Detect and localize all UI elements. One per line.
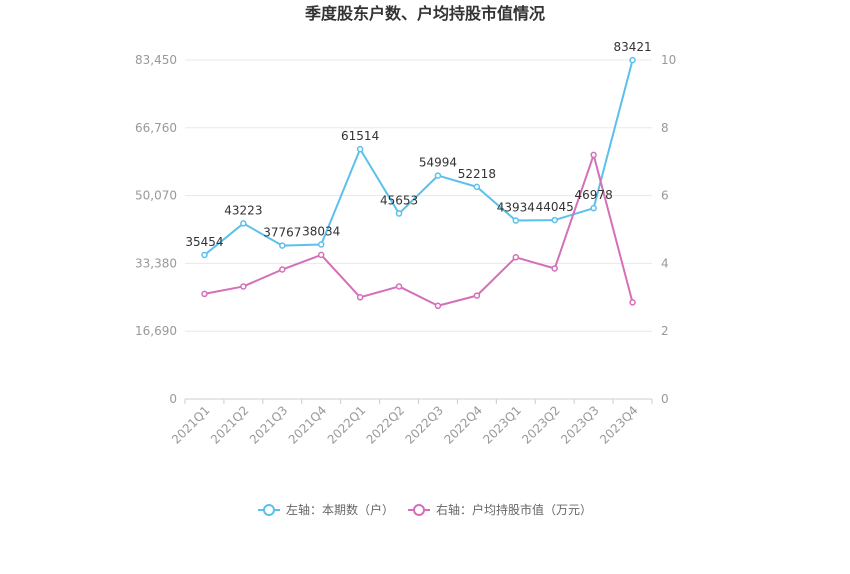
data-point[interactable] (590, 151, 597, 159)
x-tick-label: 2021Q4 (286, 403, 330, 447)
legend-label: 右轴：户均持股市值（万元） (436, 502, 592, 517)
x-tick-label: 2023Q2 (519, 403, 563, 447)
data-label: 83421 (613, 40, 651, 54)
data-point[interactable] (317, 241, 325, 248)
x-tick-label: 2022Q3 (403, 403, 447, 447)
data-label: 46978 (575, 188, 613, 202)
data-point[interactable] (434, 302, 442, 310)
chart-title: 季度股东户数、户均持股市值情况 (304, 4, 545, 23)
legend-item-2[interactable]: 右轴：户均持股市值（万元） (408, 502, 592, 517)
y-left-tick-label: 83,450 (135, 53, 177, 67)
data-point[interactable] (201, 251, 208, 259)
data-point[interactable] (317, 251, 325, 259)
data-point[interactable] (590, 204, 597, 212)
data-label: 61514 (341, 129, 379, 143)
series-line-2 (204, 153, 634, 307)
data-label: 43934 (497, 201, 535, 215)
y-right-tick-label: 4 (661, 256, 669, 270)
data-point[interactable] (279, 242, 286, 249)
y-right-tick-label: 10 (661, 53, 676, 67)
data-point[interactable] (629, 299, 636, 306)
data-point[interactable] (512, 217, 520, 224)
data-label: 44045 (536, 200, 574, 214)
x-tick-label: 2021Q1 (169, 403, 213, 447)
data-point[interactable] (551, 265, 558, 272)
y-left-tick-label: 0 (169, 392, 177, 406)
data-point[interactable] (356, 294, 364, 301)
legend[interactable]: 左轴：本期数（户） 右轴：户均持股市值（万元） (258, 502, 592, 517)
y-left-tick-label: 50,070 (135, 189, 177, 203)
data-label: 35454 (185, 235, 223, 249)
series-lines (201, 56, 636, 310)
legend-marker (413, 504, 425, 516)
data-point[interactable] (395, 283, 403, 290)
data-label: 54994 (419, 156, 457, 170)
x-tick-label: 2022Q4 (441, 403, 485, 447)
data-point[interactable] (512, 254, 520, 261)
data-point[interactable] (473, 292, 481, 299)
axes: 0 16,690 33,380 50,070 66,760 83,450 0 2 4 6 8 10 20… (135, 53, 676, 447)
x-tick-label: 2022Q1 (325, 403, 369, 447)
legend-marker (263, 504, 275, 516)
data-label: 43223 (224, 203, 262, 217)
data-point[interactable] (395, 210, 403, 217)
x-tick-label: 2023Q1 (480, 403, 524, 447)
data-point[interactable] (279, 266, 286, 273)
data-point[interactable] (201, 290, 208, 298)
data-point[interactable] (434, 172, 442, 179)
data-point[interactable] (356, 145, 364, 153)
x-tick-label: 2022Q2 (364, 403, 408, 447)
data-label: 45653 (380, 194, 418, 208)
y-left-tick-label: 16,690 (135, 324, 177, 338)
y-left-tick-label: 33,380 (135, 256, 177, 270)
series-line-1 (203, 59, 634, 256)
y-right-tick-label: 0 (661, 392, 669, 406)
data-label: 37767 (263, 226, 301, 240)
x-tick-label: 2023Q4 (597, 403, 641, 447)
y-right-tick-label: 6 (661, 189, 669, 203)
data-point[interactable] (629, 56, 636, 64)
data-point[interactable] (551, 216, 558, 224)
legend-label: 左轴：本期数（户） (286, 502, 394, 517)
legend-item-1[interactable]: 左轴：本期数（户） (258, 502, 394, 517)
y-right-tick-label: 8 (661, 121, 669, 135)
x-tick-label: 2023Q3 (558, 403, 602, 447)
data-point[interactable] (240, 220, 247, 227)
x-tick-label: 2021Q3 (247, 403, 291, 447)
y-right-tick-label: 2 (661, 324, 669, 338)
y-left-tick-label: 66,760 (135, 121, 177, 135)
data-point[interactable] (473, 183, 481, 191)
x-tick-label: 2021Q2 (208, 403, 252, 447)
data-label: 38034 (302, 224, 340, 238)
data-point[interactable] (240, 283, 247, 290)
data-label: 52218 (458, 167, 496, 181)
